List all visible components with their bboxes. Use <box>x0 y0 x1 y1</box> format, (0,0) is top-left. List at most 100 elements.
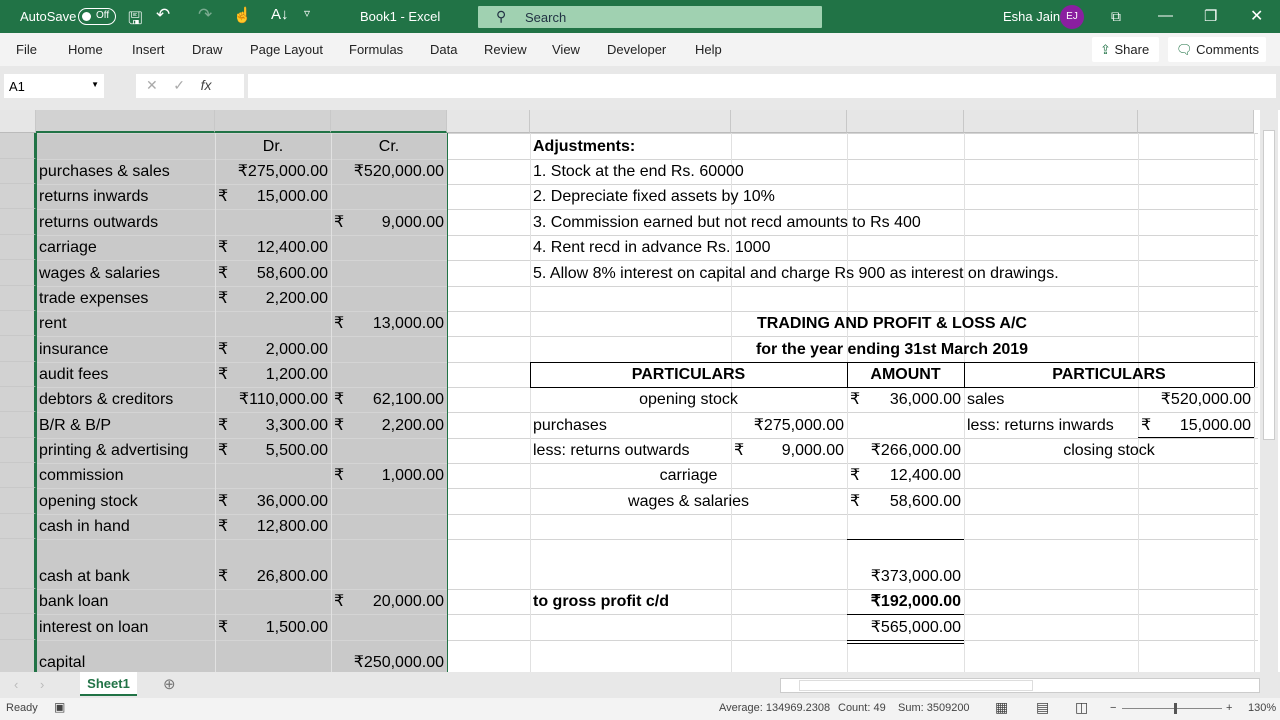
cell[interactable]: trade expenses <box>39 290 149 307</box>
cell[interactable]: ₹15,000.00 <box>1138 412 1254 438</box>
row-header-6[interactable] <box>0 260 36 286</box>
cell[interactable]: ₹13,000.00 <box>331 311 447 336</box>
cell[interactable]: purchases & sales <box>39 163 170 180</box>
row-header-19[interactable] <box>0 614 36 640</box>
tab-insert[interactable]: Insert <box>132 42 165 57</box>
cell[interactable]: PARTICULARS <box>1052 366 1166 383</box>
cell[interactable]: ₹9,000.00 <box>731 438 847 463</box>
scroll-tabs-left-icon[interactable]: ‹ <box>14 677 19 692</box>
row-header-15[interactable] <box>0 488 36 514</box>
select-all-button[interactable] <box>0 110 36 133</box>
cell[interactable]: ₹250,000.00 <box>353 654 444 671</box>
cell[interactable]: ₹110,000.00 <box>238 391 328 408</box>
row-header-16[interactable] <box>0 514 36 539</box>
cell[interactable]: ₹36,000.00 <box>847 387 964 412</box>
tab-view[interactable]: View <box>552 42 580 57</box>
row-header-12[interactable] <box>0 412 36 438</box>
cell[interactable]: ₹36,000.00 <box>215 488 331 514</box>
cell[interactable]: ₹58,600.00 <box>215 260 331 286</box>
cell[interactable]: less: returns outwards <box>533 442 690 459</box>
tab-formulas[interactable]: Formulas <box>349 42 404 57</box>
zoom-level[interactable]: 130% <box>1248 702 1277 714</box>
cell[interactable]: 3. Commission earned but not recd amount… <box>533 214 921 231</box>
page-layout-view-icon[interactable]: ▤ <box>1036 699 1050 715</box>
cell[interactable]: ₹9,000.00 <box>331 209 447 235</box>
status-count[interactable]: Count: 49 <box>838 702 886 714</box>
close-icon[interactable]: ✕ <box>1250 8 1264 25</box>
cell[interactable]: ₹1,500.00 <box>215 614 331 640</box>
sheet-tab[interactable]: Sheet1 <box>80 672 137 696</box>
search-box[interactable]: ⚲ Search <box>478 6 822 28</box>
row-header-3[interactable] <box>0 184 36 209</box>
row-header-13[interactable] <box>0 438 36 463</box>
cell[interactable]: Adjustments: <box>533 138 636 155</box>
cell[interactable]: carriage <box>39 239 97 256</box>
cell[interactable]: wages & salaries <box>628 493 749 510</box>
status-sum[interactable]: Sum: 3509200 <box>898 702 970 714</box>
cell[interactable]: ₹62,100.00 <box>331 387 447 412</box>
cell[interactable]: 4. Rent recd in advance Rs. 1000 <box>533 239 771 256</box>
tab-help[interactable]: Help <box>695 42 722 57</box>
share-button[interactable]: ⇪ Share <box>1092 37 1159 62</box>
macro-record-icon[interactable]: ▣ <box>54 700 66 714</box>
cell[interactable]: opening stock <box>639 391 738 408</box>
row-header-8[interactable] <box>0 311 36 336</box>
cell[interactable]: ₹192,000.00 <box>870 593 961 610</box>
row-header-20[interactable] <box>0 640 36 672</box>
cell[interactable]: for the year ending 31st March 2019 <box>755 341 1029 358</box>
row-header-14[interactable] <box>0 463 36 488</box>
cell[interactable]: ₹1,200.00 <box>215 362 331 387</box>
cell[interactable]: debtors & creditors <box>39 391 174 408</box>
cell[interactable]: PARTICULARS <box>631 366 746 383</box>
cell[interactable]: ₹275,000.00 <box>753 417 844 434</box>
enter-icon[interactable]: ✓ <box>173 77 186 93</box>
cell[interactable]: commission <box>39 467 124 484</box>
save-icon[interactable]: 🖫 <box>128 9 143 28</box>
cell[interactable]: ₹12,800.00 <box>215 514 331 539</box>
cell[interactable]: carriage <box>659 467 718 484</box>
row-header-1[interactable] <box>0 133 36 159</box>
cell[interactable]: ₹3,300.00 <box>215 412 331 438</box>
cell[interactable]: wages & salaries <box>39 265 160 282</box>
function-icon[interactable]: fx <box>200 77 212 93</box>
cell[interactable]: TRADING AND PROFIT & LOSS A/C <box>757 315 1027 332</box>
cell[interactable]: ₹520,000.00 <box>353 163 444 180</box>
cancel-icon[interactable]: ✕ <box>146 77 158 93</box>
zoom-out-icon[interactable]: − <box>1110 702 1117 714</box>
cell[interactable]: ₹275,000.00 <box>237 163 328 180</box>
zoom-slider[interactable] <box>1122 703 1222 714</box>
normal-view-icon[interactable]: ▦ <box>995 699 1009 715</box>
tab-file[interactable]: File <box>16 42 37 57</box>
cell[interactable]: to gross profit c/d <box>533 593 669 610</box>
column-header-C[interactable] <box>331 110 447 133</box>
vertical-scrollbar-thumb[interactable] <box>1263 130 1275 440</box>
cell[interactable]: returns inwards <box>39 188 149 205</box>
cell[interactable]: ₹1,000.00 <box>331 463 447 488</box>
cell[interactable]: ₹2,200.00 <box>331 412 447 438</box>
row-header-4[interactable] <box>0 209 36 235</box>
cell[interactable]: bank loan <box>39 593 109 610</box>
cell[interactable]: audit fees <box>39 366 109 383</box>
cell[interactable]: ₹20,000.00 <box>331 589 447 614</box>
cell[interactable]: 5. Allow 8% interest on capital and char… <box>533 265 1059 282</box>
row-header-7[interactable] <box>0 286 36 311</box>
sort-icon[interactable]: A↓ <box>271 6 289 23</box>
cell[interactable]: ₹373,000.00 <box>870 568 961 585</box>
cell[interactable]: Cr. <box>378 138 400 155</box>
worksheet-grid[interactable]: Dr. Cr. purchases & sales ₹275,000.00 ₹520,0… <box>0 110 1280 672</box>
row-header-5[interactable] <box>0 235 36 260</box>
zoom-in-icon[interactable]: + <box>1226 702 1233 714</box>
column-header-F[interactable] <box>731 110 847 133</box>
page-break-view-icon[interactable]: ◫ <box>1075 699 1089 715</box>
cell[interactable]: ₹5,500.00 <box>215 438 331 463</box>
row-header-9[interactable] <box>0 336 36 362</box>
chevron-down-icon[interactable]: ▼ <box>91 80 99 89</box>
cell[interactable]: ₹2,200.00 <box>215 286 331 311</box>
cell[interactable]: opening stock <box>39 493 138 510</box>
tab-review[interactable]: Review <box>484 42 527 57</box>
tab-data[interactable]: Data <box>430 42 458 57</box>
cell[interactable]: interest on loan <box>39 619 149 636</box>
scroll-tabs-right-icon[interactable]: › <box>40 677 45 692</box>
cell[interactable]: ₹2,000.00 <box>215 336 331 362</box>
cell[interactable]: ₹58,600.00 <box>847 488 964 514</box>
